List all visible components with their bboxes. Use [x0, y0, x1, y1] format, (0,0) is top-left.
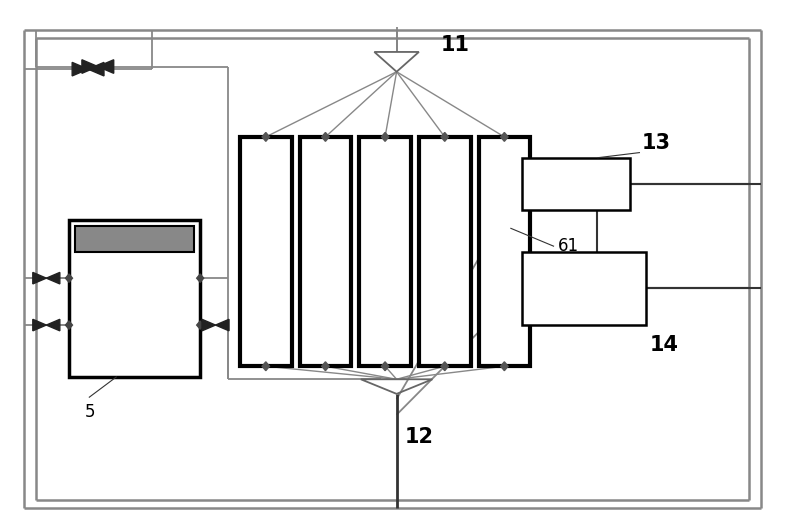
- Text: 14: 14: [650, 335, 678, 355]
- Polygon shape: [500, 133, 508, 141]
- Text: 61: 61: [558, 237, 579, 255]
- Polygon shape: [33, 319, 46, 331]
- Polygon shape: [33, 272, 46, 284]
- Polygon shape: [202, 319, 215, 331]
- Polygon shape: [441, 133, 448, 141]
- Bar: [522, 252, 646, 324]
- Bar: [419, 137, 471, 366]
- Polygon shape: [65, 321, 73, 329]
- Bar: [75, 225, 194, 252]
- Text: 11: 11: [440, 35, 469, 55]
- Polygon shape: [88, 62, 104, 76]
- Text: 12: 12: [405, 427, 433, 446]
- Polygon shape: [381, 133, 389, 141]
- Text: 13: 13: [642, 133, 670, 152]
- Bar: [359, 137, 411, 366]
- Polygon shape: [65, 274, 73, 282]
- Polygon shape: [72, 62, 88, 76]
- Bar: [240, 137, 291, 366]
- Polygon shape: [82, 60, 98, 73]
- Polygon shape: [98, 60, 113, 73]
- Polygon shape: [262, 133, 270, 141]
- Polygon shape: [46, 272, 60, 284]
- Text: 5: 5: [85, 403, 96, 421]
- Polygon shape: [381, 362, 389, 370]
- Polygon shape: [196, 321, 203, 329]
- Bar: [69, 220, 200, 377]
- Polygon shape: [322, 133, 329, 141]
- Bar: [522, 158, 630, 210]
- Polygon shape: [46, 319, 60, 331]
- Bar: [479, 137, 530, 366]
- Polygon shape: [196, 274, 203, 282]
- Polygon shape: [215, 319, 229, 331]
- Polygon shape: [262, 362, 270, 370]
- Polygon shape: [441, 362, 448, 370]
- Polygon shape: [322, 362, 329, 370]
- Polygon shape: [500, 362, 508, 370]
- Bar: [299, 137, 351, 366]
